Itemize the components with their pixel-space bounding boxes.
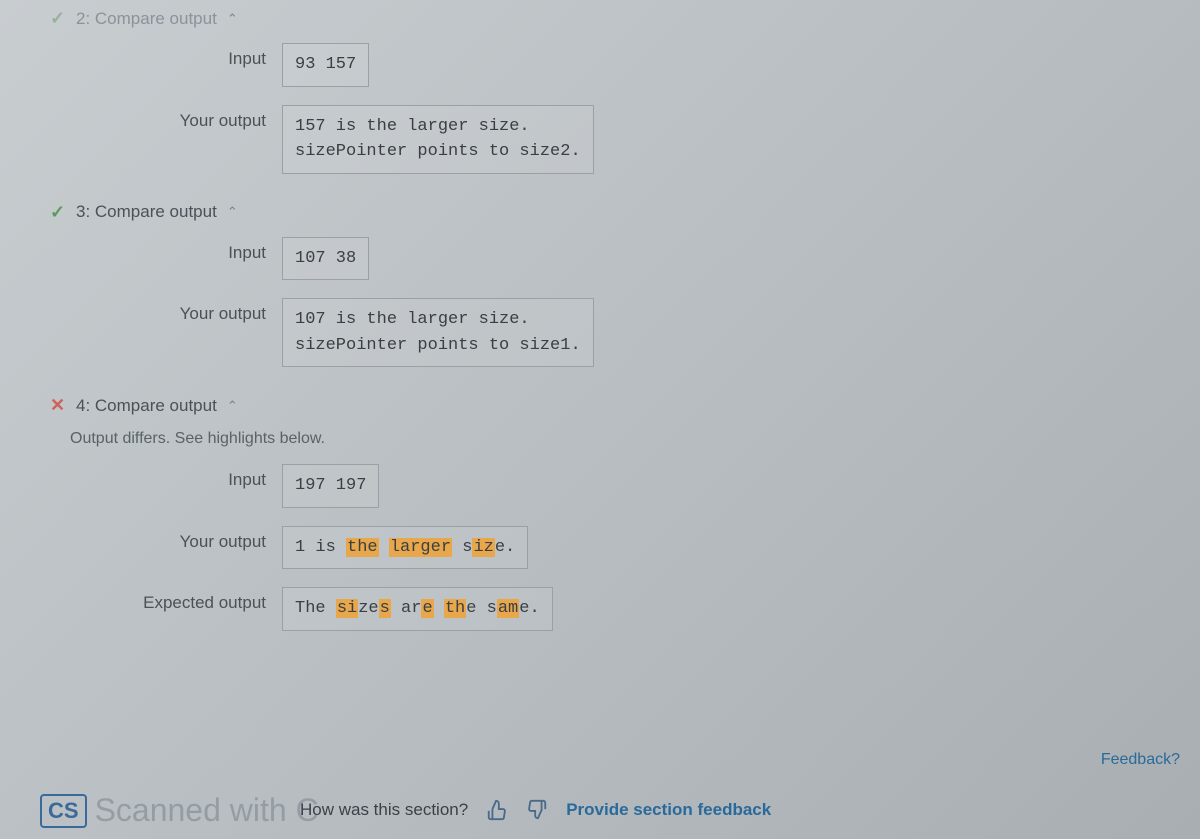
code-box: 93 157 bbox=[282, 43, 369, 87]
test-header[interactable]: ✓ 2: Compare output ⌃ bbox=[50, 8, 1150, 29]
caret-up-icon: ⌃ bbox=[227, 398, 238, 414]
test-header[interactable]: ✕ 4: Compare output ⌃ bbox=[50, 395, 1150, 416]
code-box: 197 197 bbox=[282, 464, 379, 508]
output-row: Your output157 is the larger size. sizeP… bbox=[50, 105, 1150, 174]
test-title: 2: Compare output bbox=[76, 9, 217, 29]
code-box: 107 is the larger size. sizePointer poin… bbox=[282, 298, 594, 367]
code-text: s bbox=[452, 538, 472, 557]
code-text bbox=[434, 599, 444, 618]
section-feedback-bar: How was this section? Provide section fe… bbox=[300, 799, 771, 821]
output-row: Input197 197 bbox=[50, 464, 1150, 508]
row-label: Input bbox=[50, 43, 282, 69]
output-row: Expected outputThe sizes are the same. bbox=[50, 587, 1150, 631]
diff-highlight: si bbox=[336, 599, 358, 618]
corner-feedback-link[interactable]: Feedback? bbox=[1101, 751, 1180, 769]
caret-up-icon: ⌃ bbox=[227, 11, 238, 27]
row-label: Your output bbox=[50, 105, 282, 131]
check-icon: ✓ bbox=[50, 8, 68, 29]
test-section: ✕ 4: Compare output ⌃ Output differs. See h… bbox=[50, 395, 1150, 631]
row-label: Your output bbox=[50, 526, 282, 552]
code-text: ze bbox=[358, 599, 378, 618]
diff-subtext: Output differs. See highlights below. bbox=[70, 430, 1150, 448]
test-results-page: ✓2: Compare output⌃Input93 157Your outpu… bbox=[0, 0, 1200, 631]
test-section: ✓2: Compare output⌃Input93 157Your outpu… bbox=[50, 8, 1150, 174]
diff-highlight: am bbox=[497, 599, 519, 618]
code-text: ar bbox=[391, 599, 422, 618]
cs-badge: CS bbox=[40, 794, 87, 828]
row-label: Input bbox=[50, 237, 282, 263]
row-label: Expected output bbox=[50, 587, 282, 613]
provide-feedback-link[interactable]: Provide section feedback bbox=[566, 800, 771, 820]
code-box: The sizes are the same. bbox=[282, 587, 553, 631]
output-row: Your output1 is the larger size. bbox=[50, 526, 1150, 570]
diff-highlight: s bbox=[379, 599, 391, 618]
code-text bbox=[379, 538, 389, 557]
code-box: 107 38 bbox=[282, 237, 369, 281]
code-box: 157 is the larger size. sizePointer poin… bbox=[282, 105, 594, 174]
row-label: Your output bbox=[50, 298, 282, 324]
test-header[interactable]: ✓ 3: Compare output ⌃ bbox=[50, 202, 1150, 223]
diff-highlight: e bbox=[421, 599, 433, 618]
diff-highlight: th bbox=[444, 599, 466, 618]
code-box: 1 is the larger size. bbox=[282, 526, 528, 570]
output-row: Input107 38 bbox=[50, 237, 1150, 281]
output-row: Your output107 is the larger size. sizeP… bbox=[50, 298, 1150, 367]
code-text: The bbox=[295, 599, 336, 618]
feedback-question: How was this section? bbox=[300, 800, 468, 820]
diff-highlight: iz bbox=[472, 538, 494, 557]
watermark-text: Scanned with C bbox=[95, 792, 319, 829]
code-text: 1 is bbox=[295, 538, 346, 557]
thumbs-down-icon[interactable] bbox=[526, 799, 548, 821]
test-title: 4: Compare output bbox=[76, 396, 217, 416]
diff-highlight: the bbox=[346, 538, 379, 557]
thumbs-up-icon[interactable] bbox=[486, 799, 508, 821]
code-text: e s bbox=[466, 599, 497, 618]
test-title: 3: Compare output bbox=[76, 202, 217, 222]
x-icon: ✕ bbox=[50, 395, 68, 416]
row-label: Input bbox=[50, 464, 282, 490]
code-text: e. bbox=[519, 599, 539, 618]
caret-up-icon: ⌃ bbox=[227, 204, 238, 220]
test-section: ✓3: Compare output⌃Input107 38Your outpu… bbox=[50, 202, 1150, 368]
code-text: e. bbox=[495, 538, 515, 557]
check-icon: ✓ bbox=[50, 202, 68, 223]
diff-highlight: larger bbox=[389, 538, 452, 557]
output-row: Input93 157 bbox=[50, 43, 1150, 87]
